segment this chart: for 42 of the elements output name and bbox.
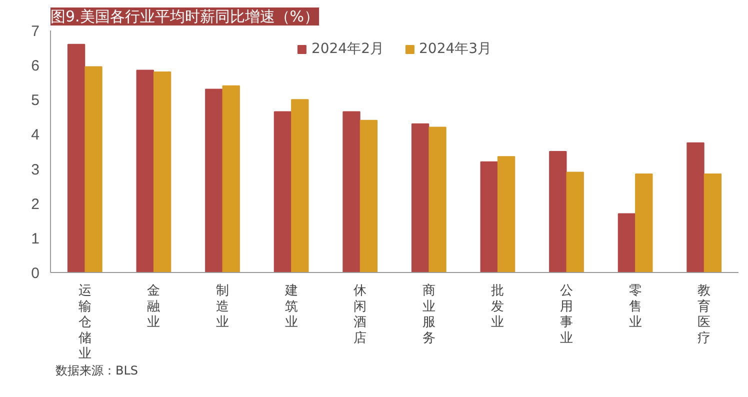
legend-label: 2024年3月: [419, 40, 492, 58]
x-tick-label: 运输仓储业: [78, 284, 92, 362]
bar: [497, 156, 516, 272]
bar: [704, 173, 722, 272]
y-tick-label: 4: [31, 126, 40, 144]
bar: [153, 71, 172, 272]
x-tick-label: 商业服务: [422, 284, 436, 346]
chart-title: 图9.美国各行业平均时薪同比增速（%）: [50, 8, 320, 26]
y-tick-label: 6: [31, 58, 40, 75]
source-note: 数据来源：BLS: [56, 364, 138, 378]
bar: [428, 126, 446, 272]
x-tick-label: 零售业: [628, 284, 642, 330]
y-tick-label: 0: [31, 265, 40, 282]
y-tick-label: 2: [31, 196, 40, 213]
bar: [635, 173, 653, 272]
bar: [360, 120, 378, 272]
bar: [342, 111, 360, 272]
y-tick-label: 3: [31, 161, 40, 178]
y-tick-label: 7: [31, 23, 40, 40]
bar: [84, 66, 102, 272]
bar: [618, 213, 636, 272]
legend-label: 2024年2月: [311, 40, 384, 58]
bar: [136, 70, 154, 272]
y-tick-label: 1: [31, 230, 40, 248]
bar: [274, 111, 292, 272]
bar: [67, 44, 86, 272]
bar: [411, 123, 430, 272]
x-tick-label: 建筑业: [284, 284, 298, 330]
bar: [291, 99, 309, 272]
x-tick-label: 休闲酒店: [354, 284, 367, 346]
x-tick-label: 教育医疗: [698, 284, 711, 346]
y-tick-label: 5: [31, 92, 40, 110]
bar: [222, 85, 240, 272]
bar: [205, 88, 223, 272]
x-tick-label: 批发业: [491, 284, 504, 330]
x-tick-label: 制造业: [216, 284, 229, 330]
x-tick-label: 金融业: [147, 284, 160, 330]
bar: [686, 142, 704, 272]
bar: [480, 161, 498, 272]
x-tick-label: 公用事业: [560, 284, 573, 346]
bar: [566, 172, 584, 272]
bar: [549, 151, 567, 272]
